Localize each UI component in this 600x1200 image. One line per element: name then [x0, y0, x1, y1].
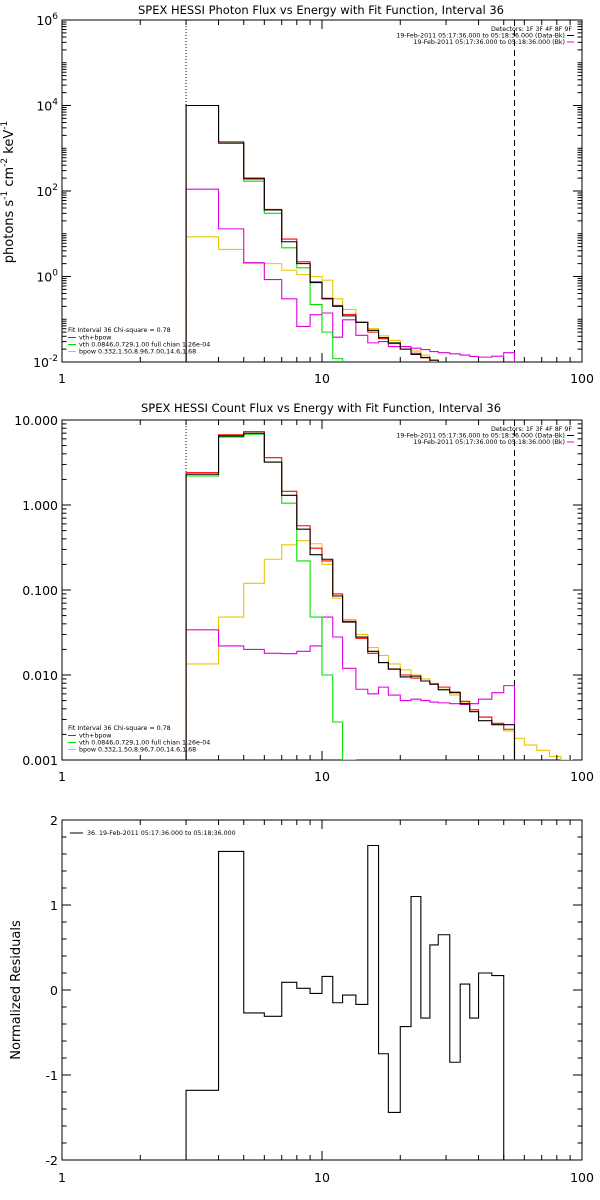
photon-flux-fit-legend-item: vth 0.0846,0.729,1.00 full chian 1.26e-0…	[79, 342, 210, 349]
residuals-xtick-label: 1	[58, 1170, 66, 1185]
residuals-data-line	[185, 844, 505, 1160]
photon-flux-fit-legend-item: vth+bpow	[79, 335, 111, 342]
count-flux-ytick-label: 0.100	[22, 583, 58, 598]
residuals-legend-text: 36. 19-Feb-2011 05:17:36.000 to 05:18:36…	[87, 830, 236, 837]
residuals-ytick-label: 2	[50, 813, 58, 828]
photon-flux-xtick-label: 100	[570, 371, 594, 386]
count-flux-xtick-label: 1	[58, 769, 66, 784]
photon-flux-total-line	[185, 104, 439, 362]
count-flux-ytick-label: 0.001	[22, 753, 58, 768]
residuals-series-layer	[185, 844, 505, 1160]
count-flux-ytick-labels: 0.001 0.010 0.100 1.000 10.000	[14, 413, 58, 768]
residuals-ytick-label: -1	[46, 1068, 58, 1083]
photon-flux-bpow-line	[185, 236, 439, 362]
count-flux-fit-legend-item: bpow 0.332,1.50,8.96,7.00,14.6,1.68	[79, 747, 196, 754]
count-flux-ticks-layer	[61, 419, 582, 761]
count-flux-axes-frame	[61, 419, 583, 761]
photon-flux-ylabel: photons s-1 cm-2 keV-1	[0, 121, 17, 263]
photon-flux-panel: SPEX HESSI Photon Flux vs Energy with Fi…	[0, 3, 594, 386]
residuals-plot-area: 36. 19-Feb-2011 05:17:36.000 to 05:18:36…	[61, 819, 583, 1161]
residuals-ytick-label: 0	[50, 983, 58, 998]
photon-flux-xtick-label: 10	[314, 371, 330, 386]
residuals-ytick-label: 1	[50, 898, 58, 913]
photon-flux-background-line	[185, 188, 516, 362]
photon-flux-ytick-labels: 10-2 100 102 104 106	[33, 12, 58, 370]
count-flux-fit-info: Fit Interval 36 Chi-square = 0.78	[68, 725, 171, 732]
photon-flux-series-layer	[185, 20, 516, 362]
photon-flux-data-line	[185, 104, 439, 362]
photon-flux-ticks-layer	[61, 19, 582, 363]
count-flux-info-line: 19-Feb-2011 05:17:36.000 to 05:18:36.000…	[396, 433, 565, 440]
count-flux-ytick-label: 1.000	[22, 498, 58, 513]
count-flux-series-layer	[185, 420, 574, 760]
residuals-xtick-label: 100	[570, 1170, 594, 1185]
photon-flux-ytick-label: 106	[36, 12, 58, 28]
count-flux-vth-line	[185, 433, 357, 760]
residuals-ytick-labels: -2 -1 0 1 2	[46, 813, 59, 1168]
count-flux-info-line: Detectors: 1F 3F 4F 8F 9F	[491, 426, 572, 433]
residuals-ticks-layer	[61, 819, 582, 1161]
count-flux-total-line	[185, 431, 516, 760]
count-flux-xtick-label: 100	[570, 769, 594, 784]
residuals-info-layer: 36. 19-Feb-2011 05:17:36.000 to 05:18:36…	[70, 830, 236, 837]
count-flux-panel: SPEX HESSI Count Flux vs Energy with Fit…	[14, 401, 594, 784]
photon-flux-info-line: Detectors: 1F 3F 4F 8F 9F	[491, 26, 572, 33]
photon-flux-ytick-label: 10-2	[33, 354, 58, 370]
count-flux-title: SPEX HESSI Count Flux vs Energy with Fit…	[141, 401, 501, 415]
count-flux-background-line	[185, 616, 516, 760]
residuals-xtick-label: 10	[314, 1170, 330, 1185]
photon-flux-ytick-label: 104	[36, 98, 58, 114]
count-flux-info-line: 19-Feb-2011 05:17:36.000 to 05:18:36.000…	[413, 439, 565, 446]
residuals-ytick-label: -2	[46, 1153, 58, 1168]
photon-flux-info-line: 19-Feb-2011 05:17:36.000 to 05:18:36.000…	[396, 33, 565, 40]
photon-flux-ytick-label: 100	[36, 269, 58, 285]
photon-flux-info-line: 19-Feb-2011 05:17:36.000 to 05:18:36.000…	[413, 39, 565, 46]
residuals-panel: Normalized Residuals 36. 19-Feb-2011 05:…	[9, 813, 594, 1185]
photon-flux-fit-info: Fit Interval 36 Chi-square = 0.78	[68, 327, 171, 334]
photon-flux-ytick-label: 102	[36, 183, 58, 199]
photon-flux-fit-legend-item: bpow 0.332,1.50,8.96,7.00,14.6,1.68	[79, 349, 196, 356]
count-flux-fit-legend-item: vth 0.0846,0.729,1.00 full chian 1.26e-0…	[79, 740, 210, 747]
photon-flux-xtick-label: 1	[58, 371, 66, 386]
count-flux-data-line	[185, 432, 516, 760]
count-flux-xtick-label: 10	[314, 769, 330, 784]
residuals-ylabel: Normalized Residuals	[9, 920, 24, 1060]
count-flux-ytick-label: 0.010	[22, 668, 58, 683]
photon-flux-title: SPEX HESSI Photon Flux vs Energy with Fi…	[138, 3, 504, 17]
count-flux-ytick-label: 10.000	[14, 413, 58, 428]
count-flux-fit-legend-item: vth+bpow	[79, 733, 111, 740]
